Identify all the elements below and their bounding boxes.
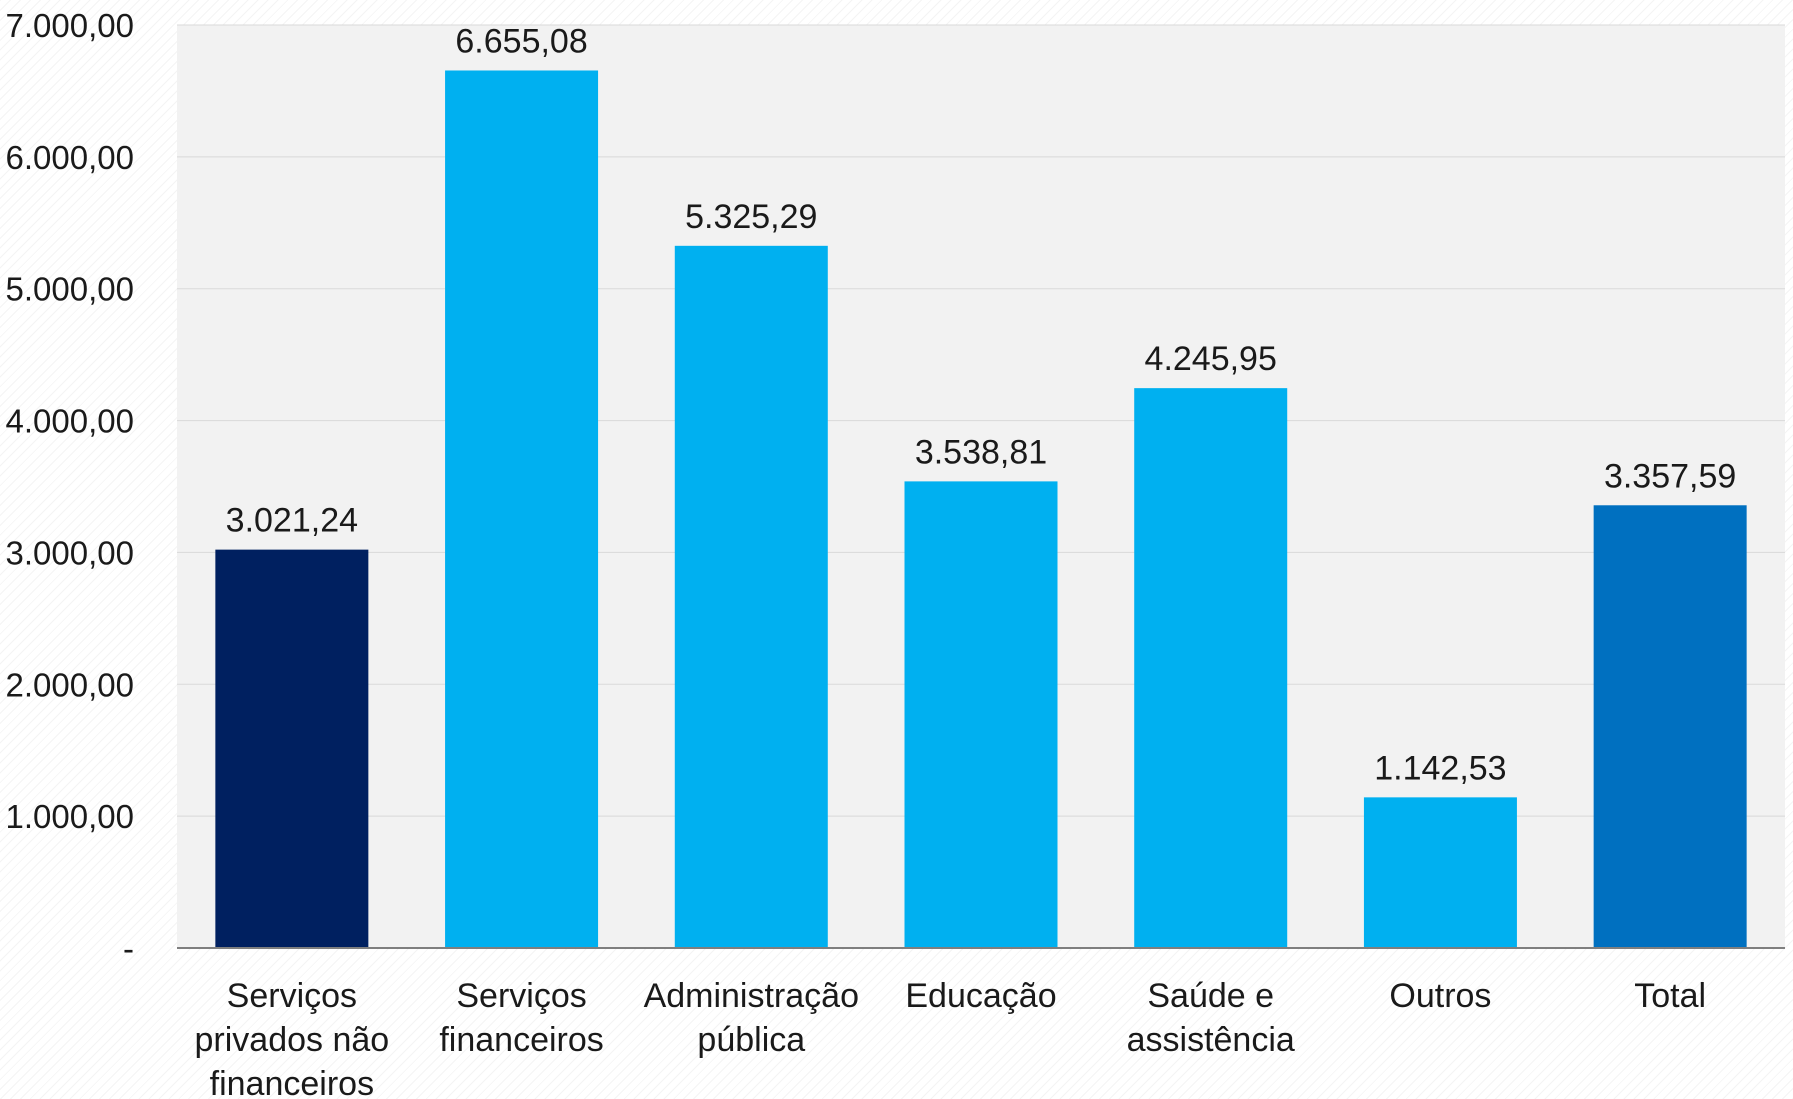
y-tick-label: - bbox=[123, 930, 134, 967]
bar bbox=[904, 481, 1058, 948]
x-tick-label-line: assistência bbox=[1127, 1021, 1295, 1059]
x-tick-label: Administração pública bbox=[644, 977, 859, 1059]
x-tick-label-line: Administração bbox=[644, 977, 859, 1015]
x-tick-label-line: pública bbox=[697, 1021, 805, 1059]
y-tick-label: 5.000,00 bbox=[6, 271, 134, 308]
x-tick-label-line: Serviços bbox=[456, 977, 586, 1015]
y-tick-label: 1.000,00 bbox=[6, 798, 134, 835]
x-tick-label: Serviços privados não financeiros bbox=[195, 977, 390, 1099]
x-tick-label-line: Total bbox=[1634, 977, 1706, 1015]
y-tick-label: 2.000,00 bbox=[6, 666, 134, 703]
x-tick-label: Outros bbox=[1389, 977, 1491, 1015]
bar bbox=[445, 70, 599, 948]
y-tick-label: 7.000,00 bbox=[6, 7, 134, 44]
bar bbox=[674, 245, 828, 948]
x-tick-label: Educação bbox=[905, 977, 1056, 1015]
data-label: 3.357,59 bbox=[1604, 457, 1736, 495]
data-label: 4.245,95 bbox=[1145, 340, 1277, 378]
bar bbox=[1363, 797, 1517, 948]
y-tick-label: 3.000,00 bbox=[6, 534, 134, 571]
x-tick-label-line: financeiros bbox=[210, 1065, 374, 1099]
bar bbox=[1134, 388, 1288, 948]
x-tick-label: Total bbox=[1634, 977, 1706, 1015]
data-label: 3.538,81 bbox=[915, 433, 1047, 471]
y-axis-tick-labels: - 1.000,00 2.000,00 3.000,00 4.000,00 5.000,0… bbox=[6, 7, 134, 967]
x-tick-label-line: financeiros bbox=[439, 1021, 603, 1059]
bar bbox=[215, 549, 369, 948]
data-label: 1.142,53 bbox=[1374, 749, 1506, 787]
x-tick-label-line: Serviços bbox=[227, 977, 357, 1015]
bars bbox=[215, 70, 1747, 948]
x-axis-category-labels: Serviços privados não financeiros Serviços f… bbox=[195, 977, 1707, 1099]
data-labels: 3.021,24 6.655,08 5.325,29 3.538,81 4.245,95… bbox=[226, 22, 1737, 787]
x-tick-label-line: Outros bbox=[1389, 977, 1491, 1015]
x-tick-label-line: Saúde e bbox=[1147, 977, 1274, 1015]
x-tick-label: Serviços financeiros bbox=[439, 977, 603, 1059]
x-tick-label-line: privados não bbox=[195, 1021, 390, 1059]
y-tick-label: 6.000,00 bbox=[6, 139, 134, 176]
x-tick-label: Saúde e assistência bbox=[1127, 977, 1295, 1059]
y-tick-label: 4.000,00 bbox=[6, 403, 134, 440]
data-label: 5.325,29 bbox=[685, 198, 817, 236]
x-tick-label-line: Educação bbox=[905, 977, 1056, 1015]
data-label: 6.655,08 bbox=[455, 22, 587, 60]
bar bbox=[1593, 505, 1747, 948]
data-label: 3.021,24 bbox=[226, 502, 358, 540]
